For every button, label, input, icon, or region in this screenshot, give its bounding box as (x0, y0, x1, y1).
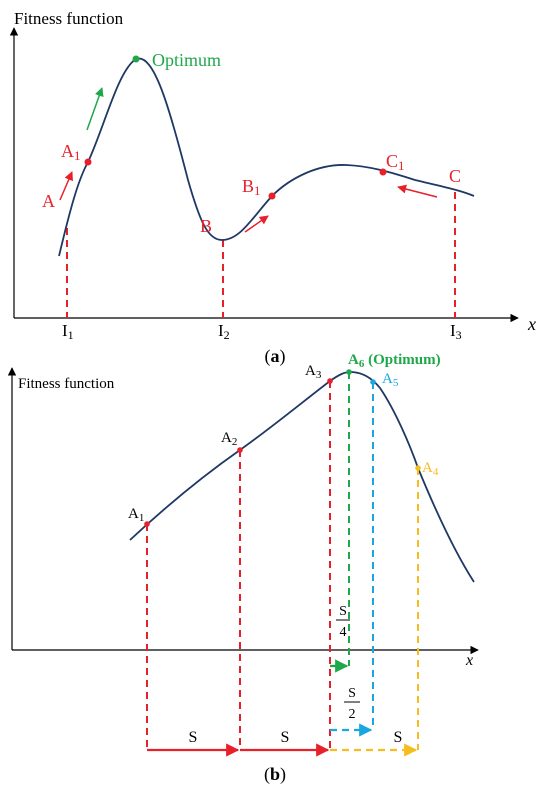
label-b: B (200, 216, 212, 236)
step-label-s2: S (281, 729, 290, 746)
label-b-a2: A2 (221, 430, 237, 448)
step-label-s3: S (394, 729, 403, 746)
label-b-a3: A3 (305, 363, 322, 381)
arrow-a-to-a1 (59, 171, 73, 201)
tick-i3: I3 (450, 321, 462, 342)
label-b-a1: A1 (128, 506, 144, 524)
arrow-a1-to-optimum (86, 87, 104, 131)
point-b1-marker (268, 192, 276, 200)
label-b1: B1 (242, 176, 261, 198)
caption-b: (b) (264, 764, 286, 785)
fraction-s4-denominator: 4 (340, 625, 347, 640)
point-a1-marker (84, 158, 92, 166)
label-b-a5: A5 (382, 371, 399, 389)
label-b-a6: A6 (Optimum) (348, 352, 441, 370)
panel-a-y-label: Fitness function (14, 9, 124, 28)
tick-i1: I1 (62, 321, 74, 342)
panel-b: Fitness function x A1 A2 A3 A6 (Optimum)… (7, 352, 479, 785)
fraction-s-over-4: S 4 (336, 604, 350, 640)
step-label-s1: S (189, 729, 198, 746)
point-c1-marker (379, 168, 387, 176)
panel-a: Fitness function x A A1 Optimum B B1 C1 … (9, 9, 536, 367)
label-b-a4: A4 (422, 460, 439, 478)
point-b-a4-marker (415, 465, 421, 471)
point-b-a6-marker (346, 369, 352, 375)
tick-i2: I2 (218, 321, 230, 342)
label-a: A (42, 191, 55, 211)
arrow-b-to-b1 (244, 215, 269, 233)
panel-b-fitness-curve (129, 371, 475, 583)
fraction-s2-denominator: 2 (349, 707, 356, 722)
fraction-s-over-2: S 2 (344, 686, 360, 722)
label-c: C (449, 166, 461, 186)
panel-a-fitness-curve (58, 57, 475, 257)
panel-b-y-label: Fitness function (18, 376, 115, 392)
fraction-s2-numerator: S (348, 686, 356, 701)
label-c1: C1 (386, 151, 405, 173)
panel-b-x-label: x (465, 652, 473, 669)
label-optimum: Optimum (152, 50, 221, 70)
point-b-a3-marker (327, 378, 333, 384)
point-b-a5-marker (370, 379, 376, 385)
caption-a: (a) (265, 346, 286, 367)
arrow-c-to-c1 (397, 184, 438, 198)
point-b-a2-marker (237, 447, 243, 453)
fraction-s4-numerator: S (339, 604, 347, 619)
panel-a-x-label: x (527, 314, 536, 334)
label-a1: A1 (61, 141, 81, 163)
point-optimum-marker (132, 55, 140, 63)
point-b-a1-marker (144, 521, 150, 527)
